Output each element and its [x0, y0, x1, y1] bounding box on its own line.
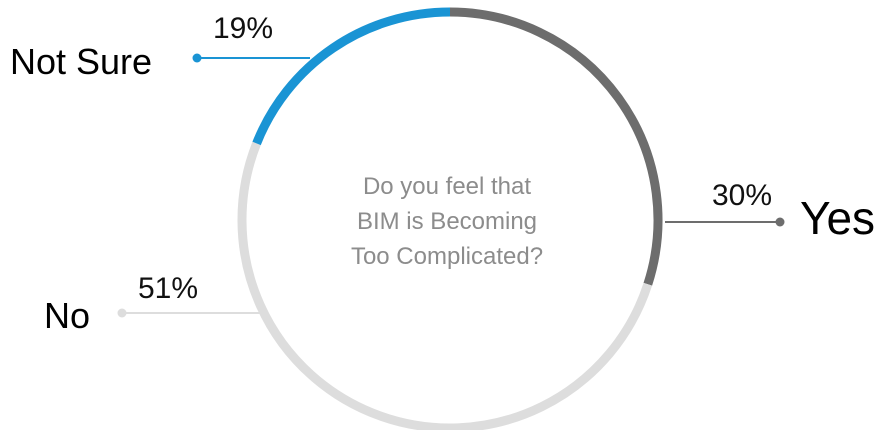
slice-yes: [449, 7, 663, 286]
data-label-no: 51%: [138, 272, 198, 305]
chart-title-line: Do you feel that: [363, 173, 531, 200]
chart-leader-lines: [117, 53, 785, 318]
chart-title-line: BIM is Becoming: [357, 208, 537, 235]
leader-dot-no: [117, 308, 127, 318]
chart-arcs: [237, 7, 663, 430]
chart-labels: 30% Yes 51% No 19% Not Sure: [10, 12, 875, 336]
slice-not-sure: [252, 7, 451, 146]
data-label-not-sure: 19%: [213, 12, 273, 45]
leader-dot-yes: [775, 217, 785, 227]
slice-no: [237, 141, 653, 430]
leader-dot-not-sure: [192, 53, 202, 63]
category-label-no: No: [44, 295, 90, 336]
category-label-yes: Yes: [800, 192, 875, 244]
chart-title-line: Too Complicated?: [351, 243, 543, 270]
chart-title: Do you feel that BIM is Becoming Too Compl…: [351, 173, 543, 270]
category-label-not-sure: Not Sure: [10, 41, 152, 82]
data-label-yes: 30%: [712, 179, 772, 212]
